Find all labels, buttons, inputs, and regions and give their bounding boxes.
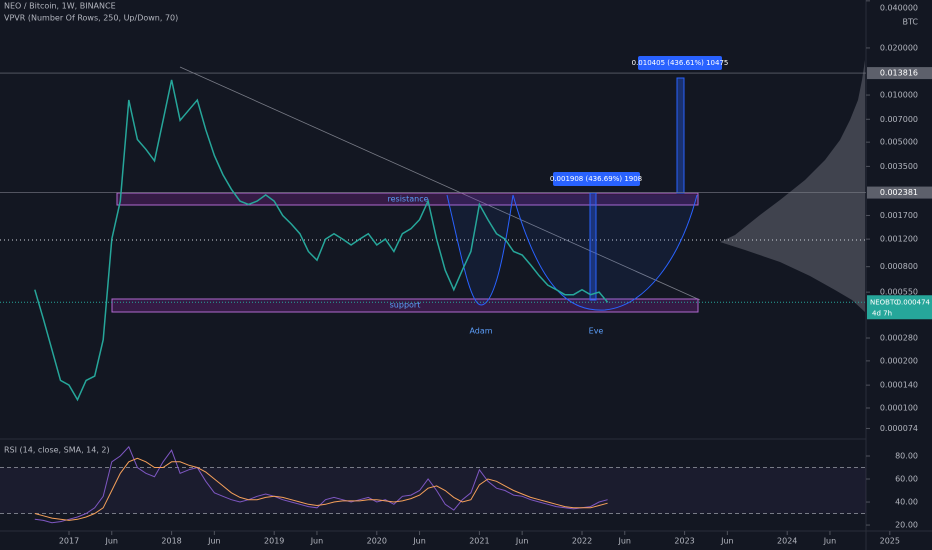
last-value-box [867,295,932,320]
measure-1 [589,192,597,301]
y-tick-label: 0.020000 [880,43,918,52]
x-tick-label: 2020 [367,537,387,546]
x-tick-label: 2019 [264,537,284,546]
x-tick-label: Jun [618,537,632,546]
x-tick-label: Jun [515,537,529,546]
annotation: support [390,301,421,310]
level-label: 0.002381 [880,188,918,197]
last-value-label: 0.000474 [897,298,931,306]
level-label-box [867,67,932,80]
y-tick-label: 0.000800 [880,262,918,271]
cup-adam [446,194,514,306]
y-tick-label: 60.00 [895,475,918,484]
resistance-box [116,192,699,206]
x-tick-label: Jun [105,537,119,546]
series-line [34,79,609,402]
rsi-title: RSI (14, close, SMA, 14, 2) [4,446,110,455]
y-tick-label: 40.00 [895,498,918,507]
rsi-band [0,467,866,514]
annotation: Adam [469,327,492,336]
measure-label: 0.010405 (436.61%) 10475 [632,59,729,67]
y-tick-label: 0.040000 [880,4,918,13]
y-tick-label: 20.00 [895,521,918,530]
y-tick-label: 0.000280 [880,334,918,343]
x-tick-label: 2024 [777,537,797,546]
x-tick-label: 2022 [572,537,592,546]
y-tick-label: 0.007000 [880,115,918,124]
trend-line [179,66,701,301]
measure-2-label-box [638,56,722,70]
y-tick-label: 0.000074 [880,424,918,433]
measure-label: 0.001908 (436.69%) 1908 [550,175,642,183]
annotation: resistance [387,195,428,204]
x-tick-label: Jun [823,537,837,546]
countdown: 4d 7h [872,309,892,317]
x-tick-label: 2023 [674,537,694,546]
volume-profile [720,60,865,312]
y-unit: BTC [903,18,919,27]
x-tick-label: 2018 [161,537,181,546]
level-label: 0.013816 [880,69,918,78]
y-tick-label: 0.001200 [880,235,918,244]
y-tick-label: 0.000200 [880,356,918,365]
y-tick-label: 80.00 [895,451,918,460]
series-name: NEOBTC [870,298,899,306]
y-tick-label: 0.000550 [880,288,918,297]
chart-title: NEO / Bitcoin, 1W, BINANCE [4,2,116,11]
measure-1-label-box [553,172,640,186]
measure-2 [676,77,685,194]
y-tick-label: 0.001700 [880,211,918,220]
x-tick-label: 2025 [880,537,900,546]
x-tick-label: Jun [720,537,734,546]
y-tick-label: 0.000100 [880,403,918,412]
level-label-box [867,186,932,199]
chart-subtitle: VPVR (Number Of Rows, 250, Up/Down, 70) [4,14,178,23]
annotation: Eve [589,327,604,336]
y-tick-label: 0.010000 [880,91,918,100]
y-tick-label: 0.000140 [880,381,918,390]
y-tick-label: 0.005000 [880,138,918,147]
series-line [34,457,608,521]
cup-eve [512,194,698,311]
y-tick-label: 0.003500 [880,162,918,171]
series-line [34,445,608,524]
x-tick-label: 2017 [59,537,79,546]
x-tick-label: Jun [412,537,426,546]
x-tick-label: Jun [310,537,324,546]
x-tick-label: 2021 [469,537,489,546]
x-tick-label: Jun [207,537,221,546]
